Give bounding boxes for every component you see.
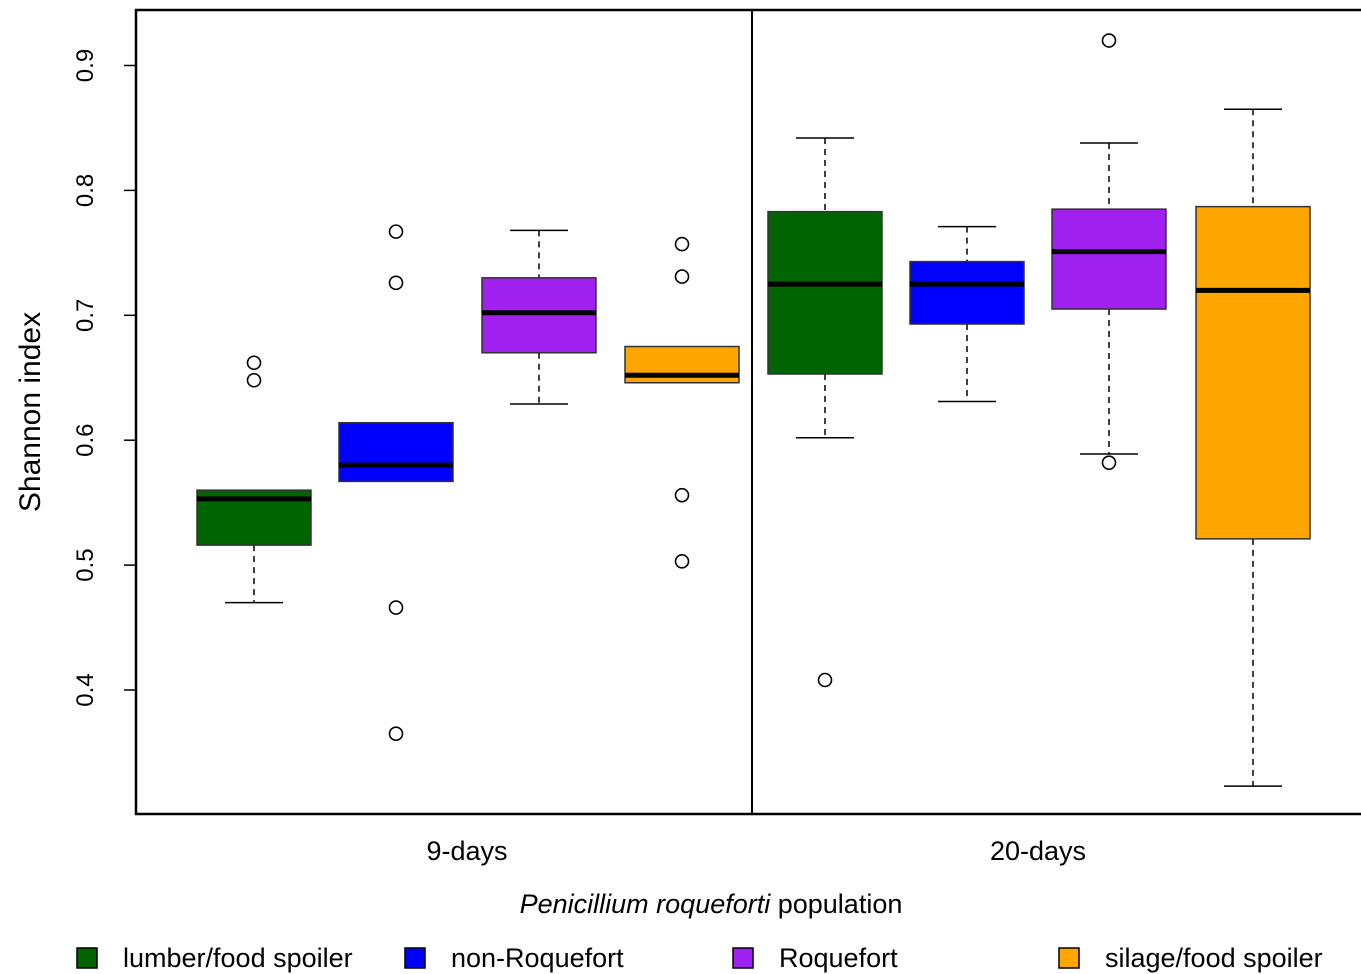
- x-axis-label-italic: Penicillium roqueforti: [520, 889, 772, 919]
- legend-swatch: [732, 947, 754, 969]
- plot-frame: [134, 8, 1361, 816]
- box-20-days-non-roquefort: [909, 225, 1025, 403]
- legend-item-non-roquefort: non-Roquefort: [404, 943, 624, 973]
- box-20-days-roquefort: [1051, 33, 1167, 470]
- box-9-days-roquefort: [481, 229, 597, 405]
- box-body: [338, 421, 454, 483]
- box-body: [767, 210, 883, 375]
- box-9-days-lumber-food-spoiler: [196, 355, 312, 604]
- y-tick-label: 0.5: [72, 548, 99, 581]
- outlier-point: [388, 224, 404, 239]
- y-tick-label: 0.9: [72, 49, 99, 82]
- y-tick-label: 0.8: [72, 174, 99, 207]
- y-axis-label: Shannon index: [14, 312, 47, 512]
- box-body: [909, 260, 1025, 325]
- legend-label: Roquefort: [779, 943, 898, 973]
- x-axis-label: Penicillium roqueforti population: [520, 889, 903, 919]
- box-9-days-non-roquefort: [338, 224, 454, 742]
- legend: lumber/food spoiler non-Roquefort Roquefor…: [76, 943, 1323, 973]
- y-tick-label: 0.4: [72, 673, 99, 706]
- legend-item-lumber-food-spoiler: lumber/food spoiler: [76, 943, 353, 973]
- box-20-days-lumber-food-spoiler: [767, 137, 883, 688]
- legend-label: silage/food spoiler: [1105, 943, 1323, 973]
- legend-swatch: [1058, 947, 1080, 969]
- x-axis-label-rest: population: [770, 889, 902, 919]
- outlier-point: [388, 726, 404, 742]
- outlier-point: [817, 672, 833, 688]
- outlier-point: [1101, 33, 1117, 48]
- outlier-point: [1101, 455, 1117, 470]
- outlier-point: [388, 275, 404, 291]
- legend-label: lumber/food spoiler: [123, 943, 353, 973]
- outlier-point: [674, 554, 690, 569]
- group-label-20-days: 20-days: [990, 836, 1086, 866]
- outlier-point: [388, 600, 404, 615]
- outlier-point: [674, 269, 690, 284]
- boxes: [196, 33, 1311, 787]
- outlier-point: [246, 372, 262, 388]
- group-label-9-days: 9-days: [426, 836, 507, 866]
- legend-item-silage-food-spoiler: silage/food spoiler: [1058, 943, 1323, 973]
- outlier-point: [246, 355, 262, 371]
- outlier-point: [674, 487, 690, 503]
- y-axis: 0.4 0.5 0.6 0.7 0.8 0.9: [72, 49, 136, 707]
- y-tick-label: 0.7: [72, 299, 99, 332]
- plot-area: [134, 8, 1361, 816]
- legend-swatch: [76, 947, 98, 969]
- box-20-days-silage-food-spoiler: [1195, 108, 1311, 787]
- legend-item-roquefort: Roquefort: [732, 943, 898, 973]
- box-body: [1051, 208, 1167, 310]
- box-body: [1195, 205, 1311, 540]
- box-9-days-silage-food-spoiler: [624, 236, 740, 569]
- outlier-point: [674, 236, 690, 252]
- y-tick-label: 0.6: [72, 424, 99, 457]
- legend-swatch: [404, 947, 426, 969]
- legend-label: non-Roquefort: [451, 943, 624, 973]
